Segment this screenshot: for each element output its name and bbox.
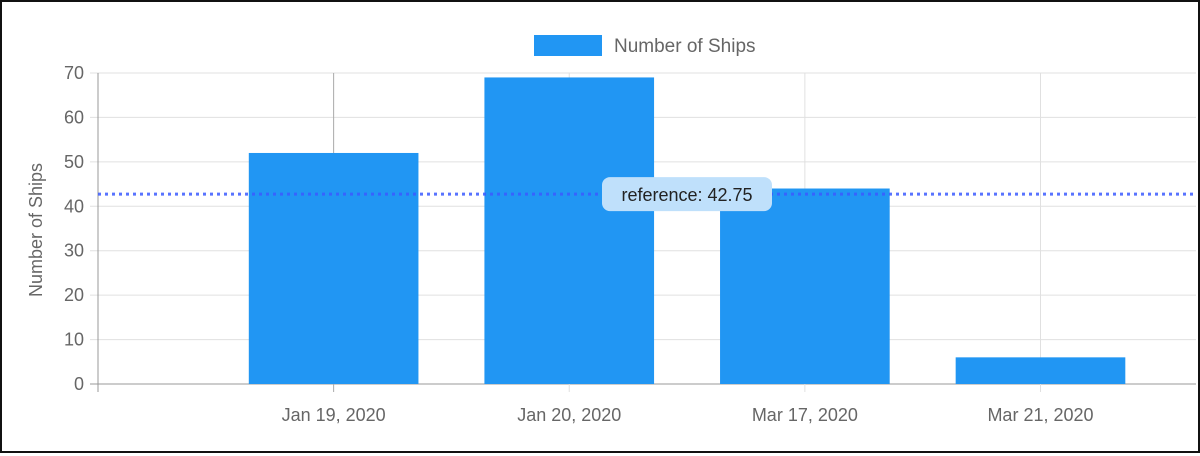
y-tick-label: 70 (64, 63, 84, 83)
y-tick-label: 50 (64, 152, 84, 172)
y-tick-label: 20 (64, 285, 84, 305)
axes: 0 10 20 30 40 50 60 70 Jan 19, 2020 Jan 20, 2020 M… (64, 63, 1094, 425)
y-tick-label: 0 (74, 374, 84, 394)
y-axis-label: Number of Ships (26, 163, 46, 297)
x-tick-label: Mar 17, 2020 (752, 405, 858, 425)
reference-label-bg (602, 177, 772, 212)
legend-swatch (534, 35, 602, 56)
y-tick-label: 60 (64, 107, 84, 127)
x-tick-label: Jan 19, 2020 (282, 405, 386, 425)
bar (720, 188, 890, 384)
reference-line-group: reference: 42.75 (98, 177, 1196, 212)
bar (955, 357, 1126, 384)
x-tick-label: Mar 21, 2020 (987, 405, 1093, 425)
x-tick-label: Jan 20, 2020 (517, 405, 621, 425)
legend-label: Number of Ships (614, 36, 756, 57)
bar (484, 77, 655, 384)
bar (248, 152, 419, 384)
y-tick-label: 40 (64, 196, 84, 216)
legend: Number of Ships (534, 35, 756, 57)
y-tick-label: 30 (64, 241, 84, 261)
reference-label: reference: 42.75 (621, 185, 752, 205)
y-tick-label: 10 (64, 330, 84, 350)
bars (248, 77, 1126, 384)
